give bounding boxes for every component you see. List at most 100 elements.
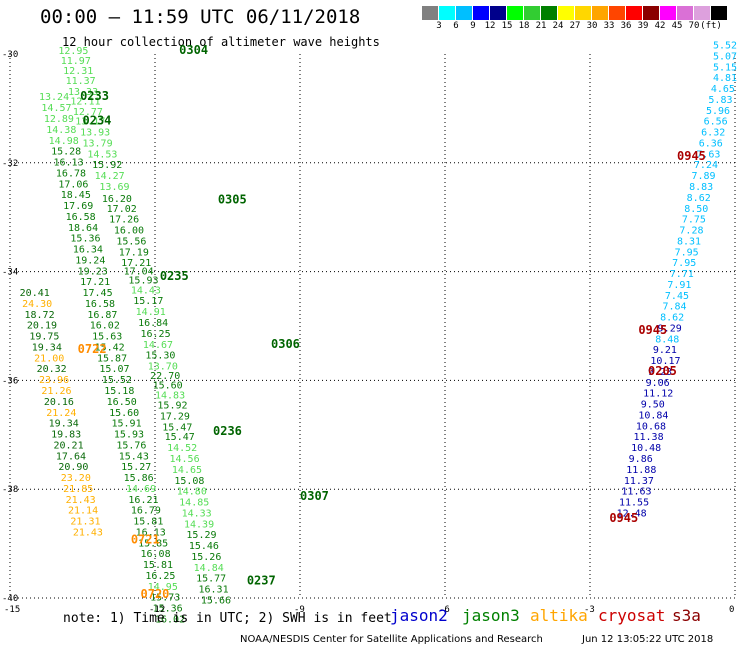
wave-height-value: 11.97 (61, 56, 91, 67)
wave-height-value: 19.83 (51, 430, 81, 441)
scale-swatch-11 (609, 6, 626, 20)
wave-height-value: 17.29 (160, 412, 190, 423)
wave-height-value: 7.95 (672, 258, 696, 269)
scale-label: 3 (436, 21, 442, 31)
wave-height-value: 21.31 (70, 517, 100, 528)
wave-height-value: 11.37 (624, 476, 654, 487)
wave-height-value: 12.77 (73, 107, 103, 118)
wave-height-value: 6.36 (699, 138, 723, 149)
wave-height-value: 15.56 (116, 236, 146, 247)
wave-height-value: 16.02 (90, 321, 120, 332)
x-axis-label: -6 (439, 605, 450, 615)
scale-label: 70 (688, 21, 700, 31)
time-label: 0722 (78, 342, 107, 356)
time-label: 0237 (247, 573, 276, 587)
wave-height-value: 7.91 (667, 280, 691, 291)
wave-height-value: 19.34 (49, 419, 79, 430)
scale-swatch-9 (575, 6, 592, 20)
wave-height-value: 15.46 (189, 541, 219, 552)
wave-height-value: 11.38 (634, 432, 664, 443)
wave-height-value: 24.30 (22, 299, 52, 310)
footer-credit: NOAA/NESDIS Center for Satellite Applica… (240, 634, 543, 645)
scale-label: 24 (552, 21, 564, 31)
wave-height-value: 9.50 (641, 400, 665, 411)
wave-height-value: 15.76 (116, 440, 146, 451)
scale-label: 6 (453, 21, 459, 31)
time-label: 0720 (141, 587, 170, 601)
wave-height-value: 15.36 (153, 604, 183, 615)
wave-height-value: 15.60 (153, 381, 183, 392)
wave-height-value: 5.15 (713, 62, 737, 73)
wave-height-value: 20.90 (58, 462, 88, 473)
wave-height-value: 18.72 (25, 310, 55, 321)
wave-height-value: 8.50 (684, 204, 708, 215)
time-label: 0234 (83, 114, 112, 128)
scale-label: 36 (620, 21, 632, 31)
wave-height-value: 12.31 (63, 66, 93, 77)
wave-height-value: 16.00 (114, 226, 144, 237)
wave-height-value: 17.19 (119, 247, 149, 258)
wave-height-value: 21.26 (41, 386, 71, 397)
track-t2: 13.2414.5712.8914.3814.9815.2816.1316.78… (39, 89, 276, 625)
scale-swatch-13 (643, 6, 660, 20)
wave-height-value: 16.78 (56, 168, 86, 179)
scale-swatch-16 (694, 6, 711, 20)
y-axis-label: -38 (2, 485, 18, 495)
wave-height-value: 7.71 (670, 269, 694, 280)
scale-swatch-5 (507, 6, 524, 20)
wave-height-value: 15.60 (109, 408, 139, 419)
wave-height-value: 7.28 (679, 226, 703, 237)
time-label: 0945 (638, 323, 667, 337)
wave-height-value: 13.79 (83, 138, 113, 149)
time-label: 0304 (179, 43, 208, 57)
wave-height-value: 8.62 (687, 193, 711, 204)
wave-height-value: 17.04 (124, 266, 154, 277)
wave-height-value: 8.48 (655, 334, 679, 345)
wave-height-value: 15.93 (128, 276, 158, 287)
wave-height-value: 21.85 (63, 484, 93, 495)
time-label: 0235 (160, 269, 189, 283)
wave-height-value: 17.21 (80, 277, 110, 288)
y-axis-label: -40 (2, 594, 18, 604)
wave-height-value: 10.84 (638, 410, 668, 421)
wave-height-value: 12.89 (44, 114, 74, 125)
wave-height-value: 12.11 (70, 97, 100, 108)
scale-swatch-1 (439, 6, 456, 20)
y-axis-label: -30 (2, 50, 18, 60)
wave-height-value: 15.43 (119, 451, 149, 462)
wave-height-value: 19.75 (29, 332, 59, 343)
wave-height-value: 17.21 (121, 258, 151, 269)
wave-height-value: 14.57 (41, 103, 71, 114)
wave-height-value: 14.38 (46, 125, 76, 136)
wave-height-value: 14.53 (87, 149, 117, 160)
scale-swatch-10 (592, 6, 609, 20)
wave-height-value: 8.31 (677, 236, 701, 247)
time-label: 0305 (218, 193, 247, 207)
altimeter-tracks: 12.9511.9712.3111.3713.3312.1112.7713.17… (20, 41, 737, 626)
wave-height-value: 7.89 (692, 171, 716, 182)
wave-height-value: 4.81 (713, 73, 737, 84)
wave-height-value: 20.32 (37, 364, 67, 375)
wave-height-value: 19.24 (75, 255, 105, 266)
time-label: 0945 (609, 511, 638, 525)
wave-height-value: 15.08 (174, 476, 204, 487)
wave-height-value: 15.87 (97, 353, 127, 364)
wave-height-value: 16.34 (73, 245, 103, 256)
wave-height-value: 11.12 (643, 389, 673, 400)
wave-height-value: 14.67 (143, 340, 173, 351)
scale-swatch-14 (660, 6, 677, 20)
wave-height-value: 16.31 (199, 585, 229, 596)
wave-height-value: 13.93 (80, 128, 110, 139)
wave-height-value: 14.95 (148, 582, 178, 593)
wave-height-value: 12.95 (58, 46, 88, 57)
wave-height-value: 21.43 (73, 527, 103, 538)
y-axis-label: -36 (2, 376, 18, 386)
wave-height-value: 11.88 (626, 465, 656, 476)
scale-label: 33 (603, 21, 615, 31)
time-label: 0307 (300, 489, 329, 503)
wave-height-value: 16.20 (102, 194, 132, 205)
note-text: note: 1) Time is in UTC; 2) SWH is in fe… (63, 611, 392, 626)
wave-height-value: 14.85 (179, 498, 209, 509)
time-label: 0721 (131, 533, 160, 547)
wave-height-value: 20.21 (54, 440, 84, 451)
